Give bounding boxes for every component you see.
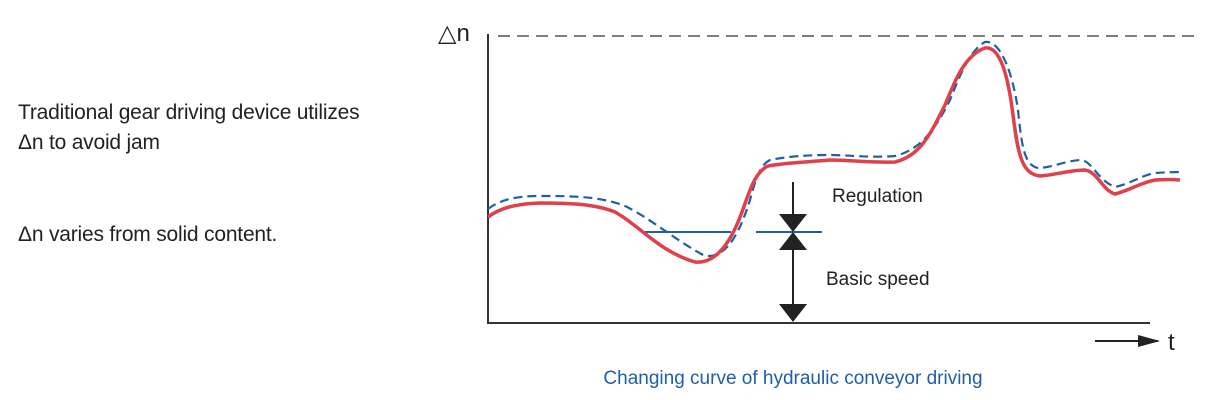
note-line-3: Δn varies from solid content. <box>18 223 278 246</box>
basic-speed-arrowhead-up <box>779 232 807 250</box>
dashed-speed-curve <box>487 40 1181 258</box>
x-axis-label: t <box>1168 329 1175 356</box>
note-line-1: Traditional gear driving device utilizes <box>18 101 360 124</box>
solid-content-note: Δn varies from solid content. <box>18 220 277 250</box>
basic-speed-label: Basic speed <box>826 269 930 290</box>
gear-device-note: Traditional gear driving device utilizes… <box>18 98 360 158</box>
basic-speed-arrowhead-down <box>779 304 807 322</box>
y-axis-label: △n <box>438 20 470 47</box>
regulation-arrowhead <box>779 214 807 232</box>
x-axis-arrowhead <box>1138 335 1160 347</box>
regulation-label: Regulation <box>832 186 923 207</box>
note-line-2: Δn to avoid jam <box>18 131 160 154</box>
diagram-caption: Changing curve of hydraulic conveyor dri… <box>603 368 982 389</box>
solid-speed-curve <box>486 46 1181 264</box>
